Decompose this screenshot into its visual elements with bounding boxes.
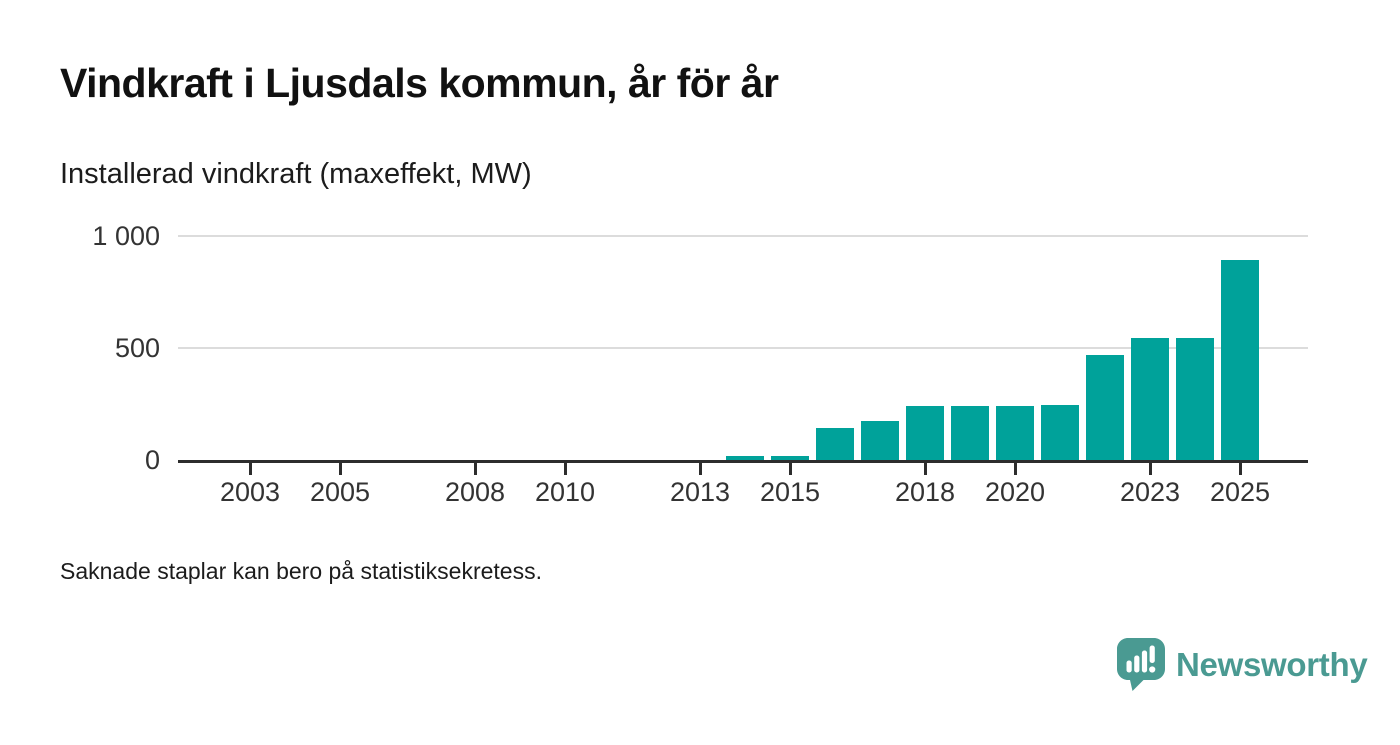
x-tick <box>788 463 792 475</box>
x-axis-line <box>178 460 1308 463</box>
bar-2019 <box>951 406 989 460</box>
x-tick <box>698 463 702 475</box>
footnote: Saknade staplar kan bero på statistiksek… <box>60 558 542 584</box>
x-tick-label: 2005 <box>309 477 371 507</box>
x-tick <box>1148 463 1152 475</box>
bar-2018 <box>906 406 944 460</box>
bar-2025 <box>1221 260 1259 460</box>
bar-2017 <box>861 421 899 460</box>
x-tick-label: 2010 <box>534 477 596 507</box>
newsworthy-logo-icon <box>1117 638 1165 691</box>
x-tick <box>1013 463 1017 475</box>
newsworthy-logo: Newsworthy <box>1117 638 1368 692</box>
x-tick-label: 2023 <box>1119 477 1181 507</box>
gridline-1000 <box>178 235 1308 237</box>
x-tick <box>473 463 477 475</box>
bar-2016 <box>816 428 854 460</box>
bar-2015 <box>771 456 809 460</box>
chart-title: Vindkraft i Ljusdals kommun, år för år <box>60 60 779 106</box>
bar-2021 <box>1041 405 1079 460</box>
newsworthy-logo-text: Newsworthy <box>1176 646 1368 683</box>
x-tick <box>248 463 252 475</box>
x-tick-label: 2013 <box>669 477 731 507</box>
bar-2022 <box>1086 355 1124 460</box>
x-tick <box>563 463 567 475</box>
y-tick-label: 1 000 <box>92 221 160 251</box>
gridline-500 <box>178 347 1308 349</box>
x-tick-label: 2003 <box>219 477 281 507</box>
x-tick-label: 2018 <box>894 477 956 507</box>
x-tick <box>923 463 927 475</box>
bar-2023 <box>1131 338 1169 460</box>
x-tick-label: 2020 <box>984 477 1046 507</box>
y-tick-label: 0 <box>144 445 160 475</box>
x-tick-label: 2008 <box>444 477 506 507</box>
chart-subtitle: Installerad vindkraft (maxeffekt, MW) <box>60 158 532 190</box>
bar-2020 <box>996 406 1034 460</box>
x-tick <box>338 463 342 475</box>
bar-2024 <box>1176 338 1214 460</box>
x-tick-label: 2025 <box>1209 477 1271 507</box>
x-tick <box>1238 463 1242 475</box>
bar-2014 <box>726 456 764 460</box>
y-tick-label: 500 <box>114 333 160 363</box>
x-tick-label: 2015 <box>759 477 821 507</box>
